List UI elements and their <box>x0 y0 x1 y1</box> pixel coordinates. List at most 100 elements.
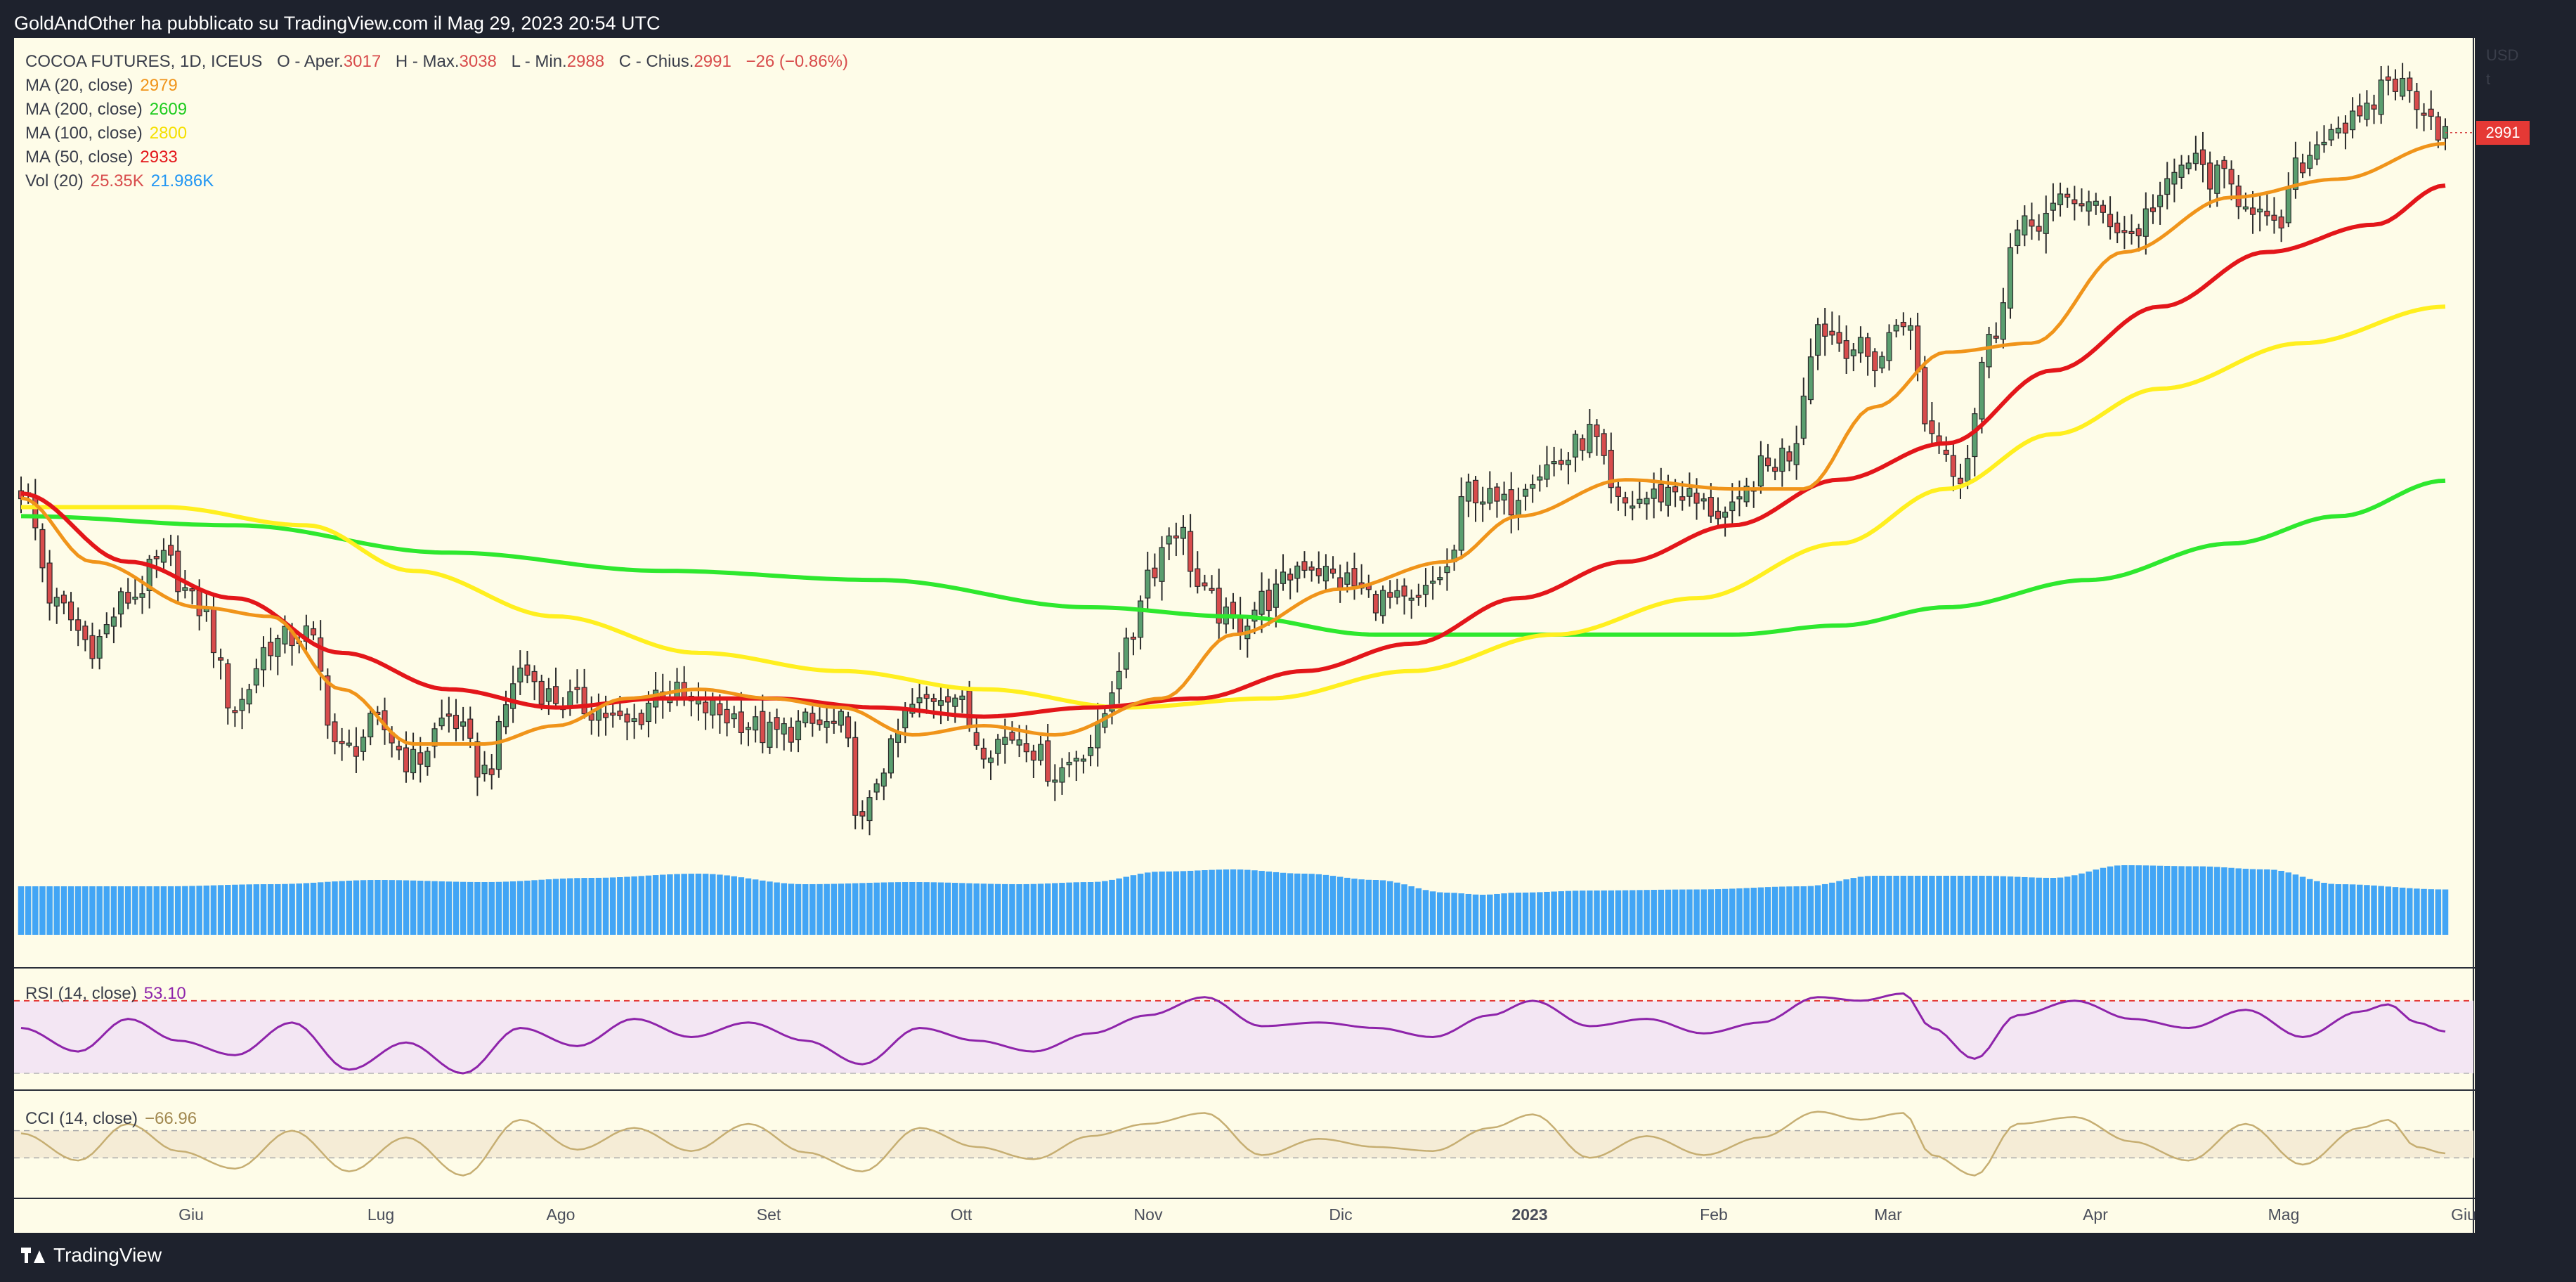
x-tick-label: Dic <box>1329 1205 1352 1224</box>
candle-body <box>1173 535 1179 539</box>
ma20-value: 2979 <box>140 76 178 95</box>
volume-bar <box>552 879 559 935</box>
candle-body <box>859 811 866 817</box>
brand[interactable]: TradingView <box>21 1244 162 1267</box>
candle-body <box>1437 577 1443 581</box>
legend-ma100[interactable]: MA (100, close) 2800 <box>25 124 187 143</box>
candle-body <box>1764 458 1771 467</box>
legend-ma20[interactable]: MA (20, close) 2979 <box>25 76 178 96</box>
volume-bar <box>2171 866 2178 935</box>
candle-body <box>1907 325 1914 331</box>
x-tick-label: Nov <box>1134 1205 1163 1224</box>
candle-body <box>118 591 124 615</box>
volume-bar <box>18 886 25 935</box>
volume-bar <box>1672 889 1679 935</box>
legend-cci[interactable]: CCI (14, close) −66.96 <box>25 1109 197 1129</box>
candle-body <box>89 635 96 659</box>
volume-bar <box>375 880 381 935</box>
candle-body <box>1494 486 1500 502</box>
volume-bar <box>310 882 317 935</box>
cci-value: −66.96 <box>145 1109 197 1128</box>
candle-body <box>2029 219 2035 227</box>
ma100-label: MA (100, close) <box>25 124 143 143</box>
candle-body <box>2378 79 2384 115</box>
volume-bar <box>225 885 231 935</box>
candle-body <box>2321 141 2327 145</box>
volume-bar <box>1986 876 1992 935</box>
candle-body <box>1415 595 1422 598</box>
volume-bar <box>1102 881 1108 935</box>
candle-body <box>2199 149 2206 165</box>
legend-ma200[interactable]: MA (200, close) 2609 <box>25 100 187 119</box>
candle-body <box>1629 505 1636 509</box>
volume-bar <box>1658 889 1665 935</box>
volume-bar <box>952 883 958 935</box>
candle-body <box>1537 476 1543 481</box>
volume-bar <box>752 879 759 935</box>
candle-body <box>1637 498 1643 504</box>
candle-body <box>1030 750 1036 761</box>
candle-body <box>1287 574 1294 581</box>
candle-body <box>2192 153 2199 164</box>
volume-bar <box>2249 869 2256 935</box>
brand-name: TradingView <box>53 1244 162 1266</box>
candle-body <box>1587 424 1593 453</box>
volume-bar <box>887 882 895 935</box>
legend-ma50[interactable]: MA (50, close) 2933 <box>25 148 178 167</box>
candle-body <box>2064 193 2071 198</box>
candle-body <box>2000 302 2006 340</box>
volume-bar <box>2349 884 2356 935</box>
volume-bar <box>966 883 972 935</box>
volume-bar <box>1180 871 1187 935</box>
volume-bar <box>1579 891 1586 935</box>
volume-bar <box>2157 865 2164 935</box>
candle-body <box>367 713 374 738</box>
volume-bar <box>2328 883 2334 935</box>
volume-bar <box>531 880 538 935</box>
candle-body <box>1879 356 1885 369</box>
legend-volume[interactable]: Vol (20) 25.35K 21.986K <box>25 171 214 191</box>
high-value: 3038 <box>459 52 497 71</box>
volume-bar <box>353 880 360 935</box>
ma50-label: MA (50, close) <box>25 148 134 167</box>
volume-bar <box>1622 890 1629 935</box>
x-tick-label: Ago <box>547 1205 575 1224</box>
candle-body <box>1957 477 1964 484</box>
candle-body <box>168 545 174 556</box>
candle-body <box>1216 588 1222 624</box>
volume-bar <box>467 881 474 935</box>
close-label: C - Chius. <box>618 52 694 71</box>
legend-rsi[interactable]: RSI (14, close) 53.10 <box>25 984 186 1004</box>
candle-body <box>2307 155 2313 169</box>
candle-body <box>1515 500 1521 516</box>
candle-body <box>2149 207 2157 212</box>
volume-bar <box>1130 875 1137 935</box>
candle-body <box>2414 91 2420 110</box>
candle-body <box>2392 78 2399 92</box>
chart-canvas[interactable]: 3050300029502900285028002750270026502600… <box>14 38 2475 1233</box>
candle-body <box>1822 323 1828 337</box>
candle-body <box>1601 433 1607 456</box>
candle-body <box>2328 129 2334 141</box>
candle-body <box>873 783 880 793</box>
volume-bar <box>1900 876 1907 935</box>
candle-body <box>845 716 852 739</box>
candle-body <box>1301 561 1308 571</box>
candle-body <box>1109 692 1115 712</box>
candle-body <box>1487 488 1493 504</box>
candle-body <box>731 713 737 720</box>
volume-bar <box>2050 878 2057 935</box>
volume-bar <box>495 881 502 935</box>
candle-body <box>46 562 53 604</box>
volume-bar <box>1166 871 1172 935</box>
candle-body <box>2278 216 2284 229</box>
volume-bar <box>39 886 46 935</box>
volume-bar <box>538 879 545 935</box>
rsi-value: 53.10 <box>143 984 186 1003</box>
candle-body <box>1273 583 1279 608</box>
candle-body <box>1372 594 1379 614</box>
volume-bar <box>332 881 338 935</box>
candle-body <box>966 690 972 729</box>
volume-bar <box>1715 889 1722 935</box>
volume-bar <box>53 886 60 935</box>
